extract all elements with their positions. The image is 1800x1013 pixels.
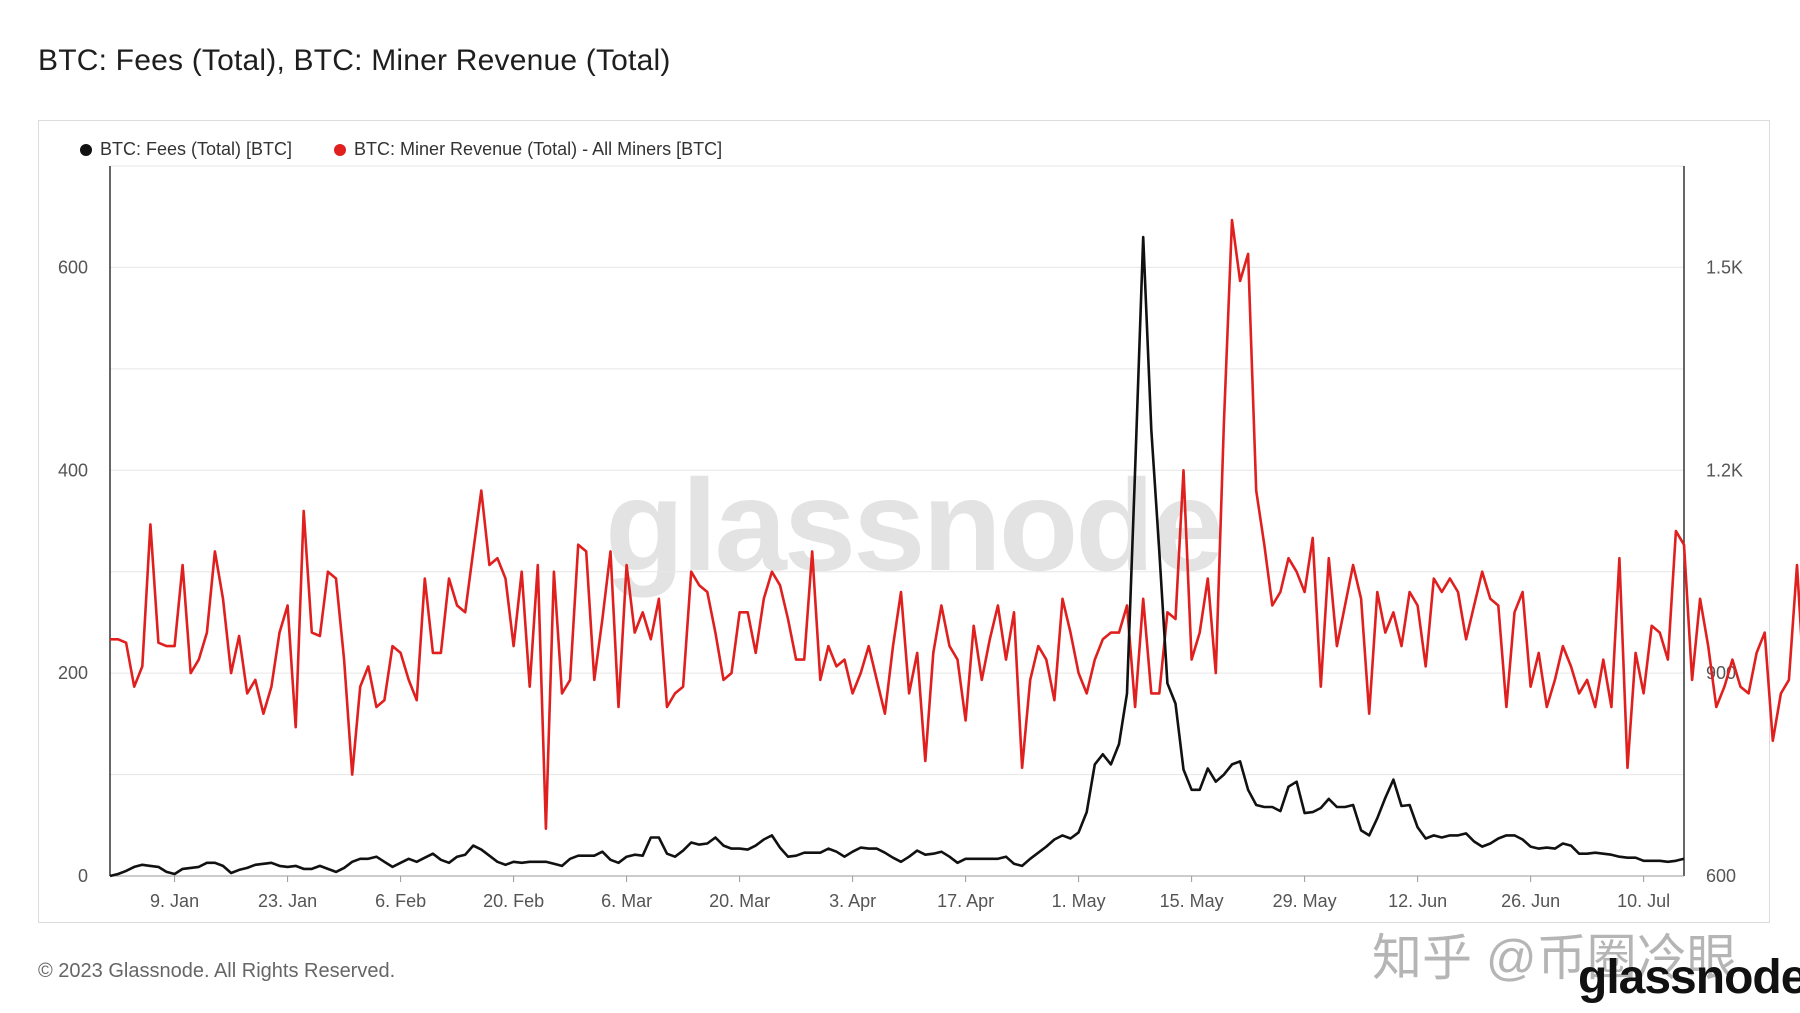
legend-item-fees[interactable]: BTC: Fees (Total) [BTC]	[80, 139, 292, 160]
y-left-tick-label: 200	[58, 663, 88, 683]
x-tick-label: 23. Jan	[258, 891, 317, 911]
legend-item-revenue[interactable]: BTC: Miner Revenue (Total) - All Miners …	[334, 139, 722, 160]
y-right-tick-label: 1.2K	[1706, 460, 1743, 480]
x-tick-label: 1. May	[1052, 891, 1106, 911]
x-tick-label: 10. Jul	[1617, 891, 1670, 911]
x-tick-label: 20. Mar	[709, 891, 770, 911]
x-tick-label: 20. Feb	[483, 891, 544, 911]
legend-dot-revenue	[334, 143, 347, 156]
fees-series-line	[109, 235, 1685, 878]
background-watermark: glassnode	[605, 452, 1224, 598]
y-right-tick-label: 1.5K	[1706, 257, 1743, 277]
glassnode-logo: glassnode	[1578, 951, 1800, 1004]
chart-title: BTC: Fees (Total), BTC: Miner Revenue (T…	[38, 44, 671, 77]
legend-label-fees: BTC: Fees (Total) [BTC]	[100, 139, 293, 159]
y-left-tick-label: 600	[58, 257, 88, 277]
x-tick-label: 15. May	[1160, 891, 1224, 911]
x-tick-label: 6. Mar	[601, 891, 652, 911]
revenue-series-line	[110, 218, 1800, 831]
legend-label-revenue: BTC: Miner Revenue (Total) - All Miners …	[354, 139, 723, 159]
copyright-footer: © 2023 Glassnode. All Rights Reserved.	[38, 960, 396, 982]
x-tick-label: 17. Apr	[937, 891, 994, 911]
x-tick-label: 26. Jun	[1501, 891, 1560, 911]
y-left-tick-label: 0	[78, 866, 88, 886]
chart-frame	[38, 120, 1770, 923]
legend-dot-fees	[80, 143, 92, 156]
chart-legend: BTC: Fees (Total) [BTC] BTC: Miner Reven…	[80, 139, 722, 160]
x-tick-label: 29. May	[1273, 891, 1337, 911]
y-right-tick-label: 600	[1706, 866, 1736, 886]
x-tick-label: 6. Feb	[375, 891, 426, 911]
x-tick-label: 9. Jan	[150, 891, 199, 911]
x-tick-label: 3. Apr	[829, 891, 876, 911]
zhihu-watermark: 知乎 @币圈冷眼	[1372, 930, 1737, 986]
x-tick-label: 12. Jun	[1388, 891, 1447, 911]
y-left-tick-label: 400	[58, 460, 88, 480]
